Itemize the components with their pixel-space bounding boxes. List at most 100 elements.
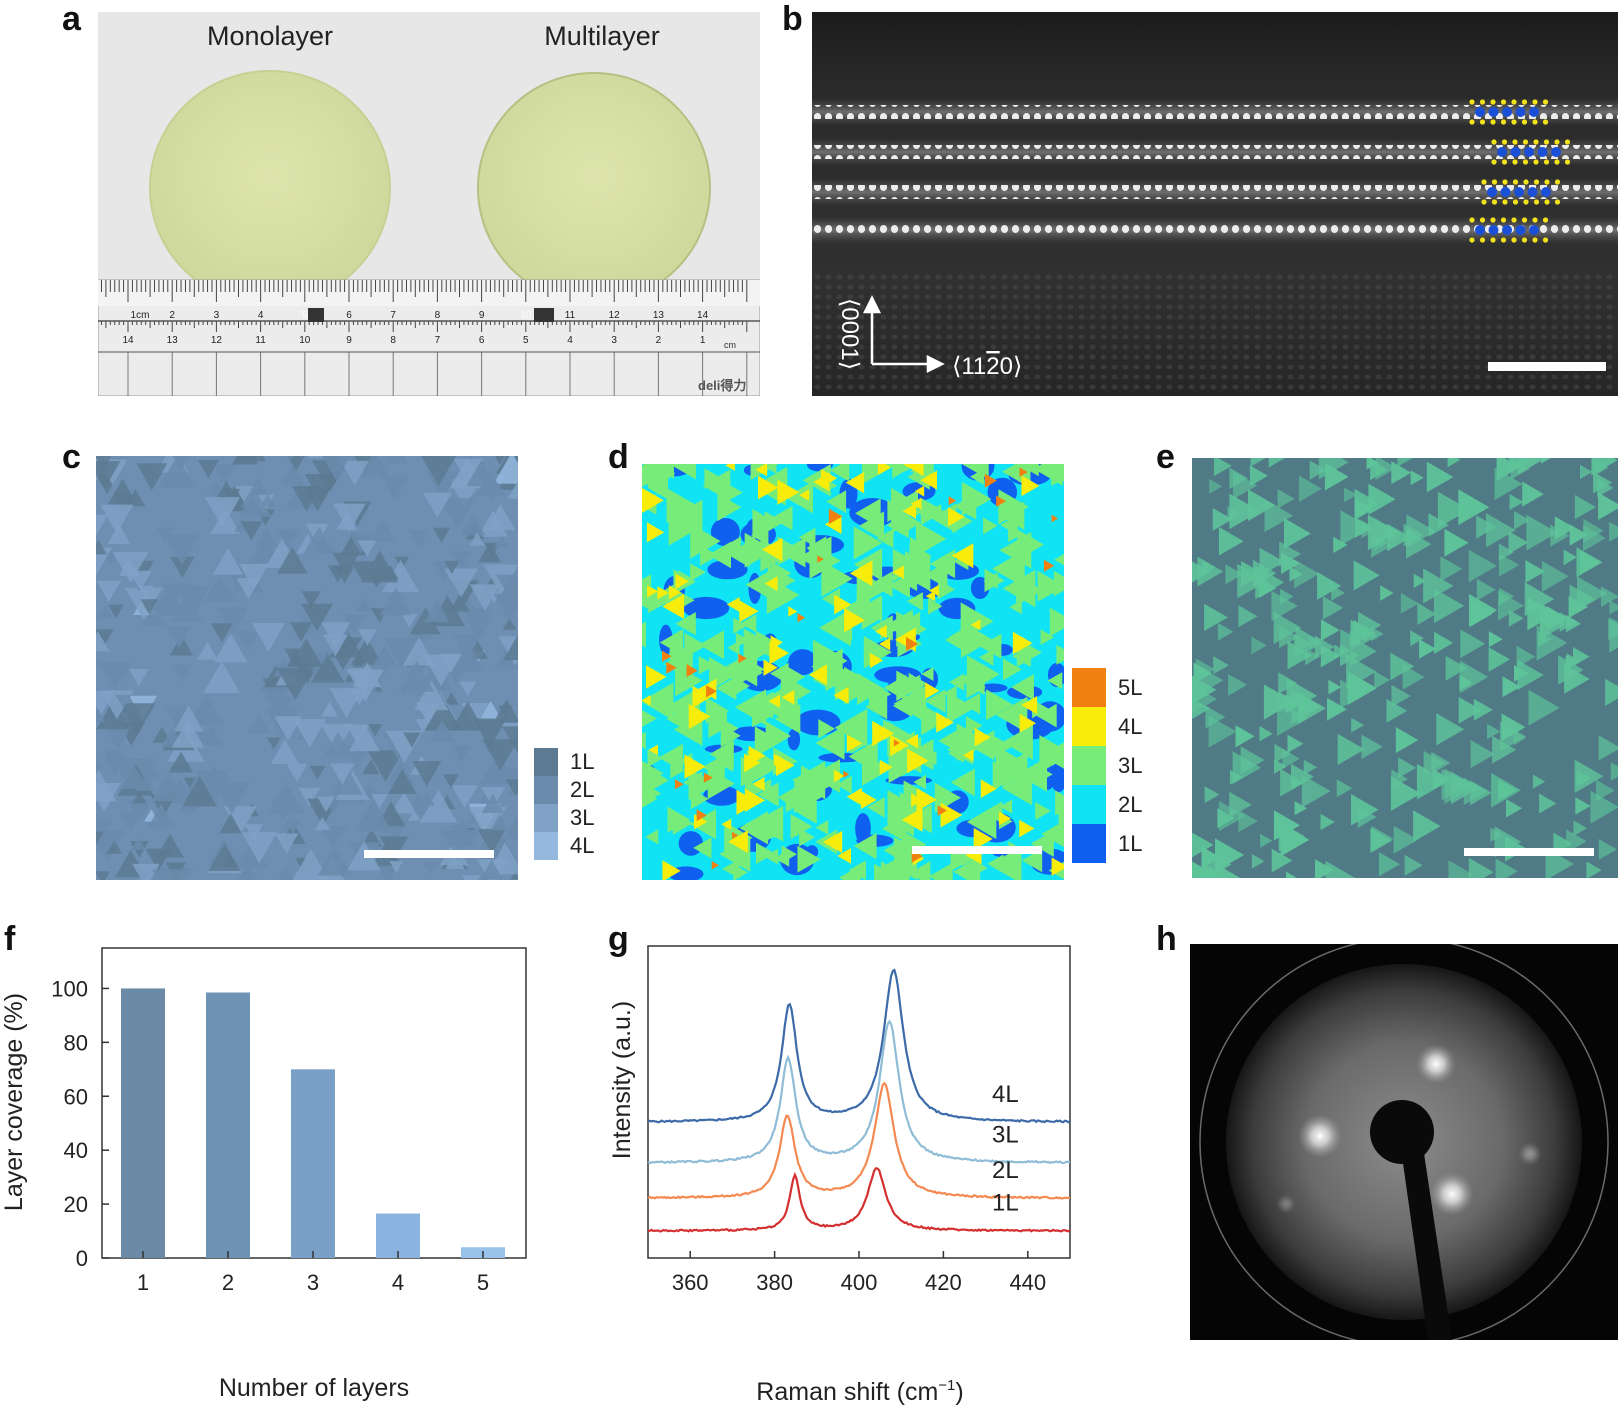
panel-label-b: b (782, 0, 803, 38)
atom-model (1515, 107, 1526, 117)
ruler-top-label: 14 (697, 310, 709, 321)
x-tick-label: 2 (222, 1270, 234, 1295)
ruler-bottom-label: 1 (700, 335, 706, 346)
afm-image-e (1192, 458, 1618, 878)
ruler-top-label: 8 (435, 310, 441, 321)
legend-entry: 4L (534, 832, 634, 860)
crystal-axes (862, 295, 945, 374)
layer-map-d (642, 464, 1064, 880)
ruler: 1cm 2 3 4 5 6 7 8 9 10 11 12 13 14 14 13 12 11 10 9 8 7 6 5 4 3 2… (98, 279, 760, 396)
raman-trace-3L (647, 1019, 1071, 1165)
atomic-layer (812, 185, 1618, 199)
panel-e-map (1192, 458, 1618, 878)
ruler-bottom-label: 3 (611, 335, 617, 346)
legend-swatch (534, 748, 558, 776)
panel-label-c: c (62, 438, 81, 476)
wafer-right-label: Multilayer (544, 21, 660, 51)
atom-model (1502, 225, 1512, 235)
panel-b-stem: ⟨0001⟩ ⟨1120⟩ (812, 12, 1618, 396)
wafer-multilayer (477, 72, 711, 304)
wafer-left-label: Monolayer (207, 21, 333, 51)
x-tick-label: 400 (841, 1270, 878, 1295)
scale-bar (1464, 848, 1594, 856)
atom-model (1487, 187, 1497, 197)
bar-layer-3 (291, 1069, 335, 1258)
atom-model (1510, 147, 1521, 157)
raman-trace-1L (648, 1167, 1071, 1233)
legend-swatch (1072, 824, 1106, 863)
ruler-top-label: 3 (214, 310, 220, 321)
atom-model (1541, 187, 1551, 197)
ruler-bottom-label: 6 (479, 335, 485, 346)
panel-d-map (642, 464, 1064, 880)
legend-label: 2L (1118, 791, 1143, 817)
panel-label-f: f (4, 920, 16, 958)
x-tick-label: 5 (477, 1270, 489, 1295)
legend-d: 5L 4L 3L 2L 1L (1072, 668, 1192, 872)
ruler-bottom-label: 12 (211, 335, 223, 346)
panel-label-e: e (1156, 438, 1175, 476)
atom-model (1488, 107, 1499, 117)
ruler-top-label: 1cm (131, 310, 150, 321)
legend-label: 3L (570, 805, 595, 830)
ruler-brand: deli得力 (698, 378, 746, 393)
legend-swatch (1072, 785, 1106, 824)
y-tick-label: 100 (51, 976, 88, 1001)
x-axis-label: Raman shift (cm−1) (756, 1377, 963, 1406)
ruler-top-label: 12 (609, 310, 621, 321)
trace-label: 3L (992, 1122, 1019, 1149)
panel-label-d: d (608, 438, 629, 476)
legend-entry: 3L (534, 804, 634, 832)
wafer-photo: Monolayer Multilayer 1cm 2 3 4 5 6 7 8 9 10 11 12 13… (98, 12, 760, 396)
stem-image: ⟨0001⟩ ⟨1120⟩ (812, 12, 1618, 396)
ruler-bottom-label: 13 (167, 335, 179, 346)
x-tick-label: 1 (137, 1270, 149, 1295)
legend-entry: 4L (1072, 707, 1192, 746)
ruler-top-label: 5 (302, 310, 308, 321)
legend-entry: 3L (1072, 746, 1192, 785)
trace-label: 2L (992, 1157, 1019, 1184)
x-tick-label: 420 (925, 1270, 962, 1295)
trace-label: 4L (992, 1081, 1019, 1108)
diffraction-pattern (1190, 944, 1618, 1340)
ruler-bottom-label: 2 (656, 335, 662, 346)
bar-chart: 0 20 40 60 80 100 1 2 3 4 5 Number of layers Laye… (0, 947, 527, 1402)
ruler-bottom-label: 8 (390, 335, 396, 346)
raman-trace-2L (647, 1081, 1070, 1200)
atom-model (1500, 187, 1511, 197)
bar-layer-4 (376, 1213, 420, 1258)
x-axis-label: Number of layers (219, 1374, 409, 1402)
y-tick-label: 60 (64, 1084, 88, 1109)
afm-image-c (96, 456, 518, 880)
x-tick-label: 4 (392, 1270, 404, 1295)
legend-swatch (534, 804, 558, 832)
y-axis-label: Intensity (a.u.) (608, 1001, 636, 1159)
panel-label-a: a (62, 0, 81, 38)
scale-bar (1488, 362, 1606, 371)
legend-c: 1L 2L 3L 4L (534, 748, 634, 868)
panel-c-map (96, 456, 518, 880)
ruler-top-label: 7 (390, 310, 396, 321)
x-tick-label: 380 (756, 1270, 793, 1295)
legend-entry: 2L (534, 776, 634, 804)
x-tick-label: 440 (1009, 1270, 1046, 1295)
legend-entry: 1L (534, 748, 634, 776)
legend-swatch (1072, 746, 1106, 785)
legend-entry: 1L (1072, 824, 1192, 863)
raman-chart: 4L 3L 2L 1L 360 380 400 420 440 Raman shift (cm… (608, 945, 1071, 1406)
panel-g-chart: 4L 3L 2L 1L 360 380 400 420 440 Raman shift (cm… (600, 930, 1080, 1407)
legend-swatch (534, 776, 558, 804)
atom-model (1524, 147, 1534, 157)
x-tick-label: 360 (672, 1270, 709, 1295)
legend-label: 3L (1118, 752, 1143, 778)
ruler-bottom-label: 9 (346, 335, 352, 346)
panel-label-g: g (608, 920, 629, 958)
legend-label: 4L (1118, 713, 1143, 739)
ruler-top-label: 6 (346, 310, 352, 321)
y-axis-label: Layer coverage (%) (0, 993, 28, 1211)
bar-layer-2 (206, 992, 250, 1258)
ruler-bottom-label: 5 (523, 335, 529, 346)
atom-model (1475, 225, 1485, 235)
ruler-bottom-label: 14 (122, 335, 134, 346)
atom-model (1488, 225, 1499, 235)
